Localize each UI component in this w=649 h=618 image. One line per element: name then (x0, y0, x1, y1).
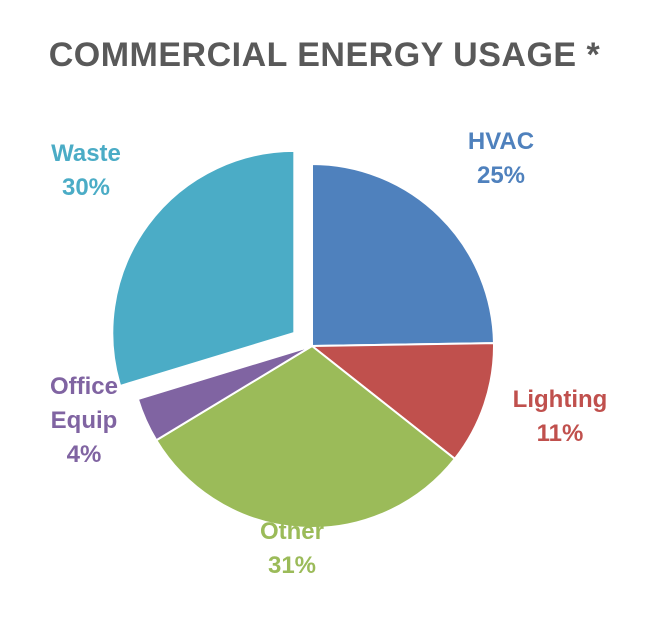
slice-percent-other: 31% (268, 552, 316, 579)
slice-name-other: Other (260, 518, 324, 545)
slice-percent-lighting: 11% (537, 420, 584, 447)
slice-percent-hvac: 25% (477, 162, 525, 189)
pie-slice-office-equip (136, 345, 313, 442)
data-label-other: Other 31% (260, 518, 324, 579)
slice-name-waste: Waste (51, 140, 121, 167)
data-label-office-equip: Office Equip 4% (50, 373, 118, 468)
data-label-hvac: HVAC 25% (468, 128, 534, 189)
chart-title: COMMERCIAL ENERGY USAGE * (48, 36, 601, 74)
slice-percent-waste: 30% (62, 174, 110, 201)
slice-name-hvac: HVAC (468, 128, 534, 155)
pie-slice-other (154, 344, 457, 529)
slice-name-office-equip: Office (50, 373, 118, 400)
slice-percent-office-equip: 4% (67, 441, 102, 468)
slice-name-office-equip: Equip (51, 407, 118, 434)
pie-slice-hvac (311, 162, 495, 348)
pie-slice-lighting (309, 342, 495, 461)
data-label-waste: Waste 30% (51, 140, 121, 201)
pie-slice-waste (111, 149, 296, 388)
data-label-lighting: Lighting 11% (513, 386, 608, 447)
slice-name-lighting: Lighting (513, 386, 608, 413)
